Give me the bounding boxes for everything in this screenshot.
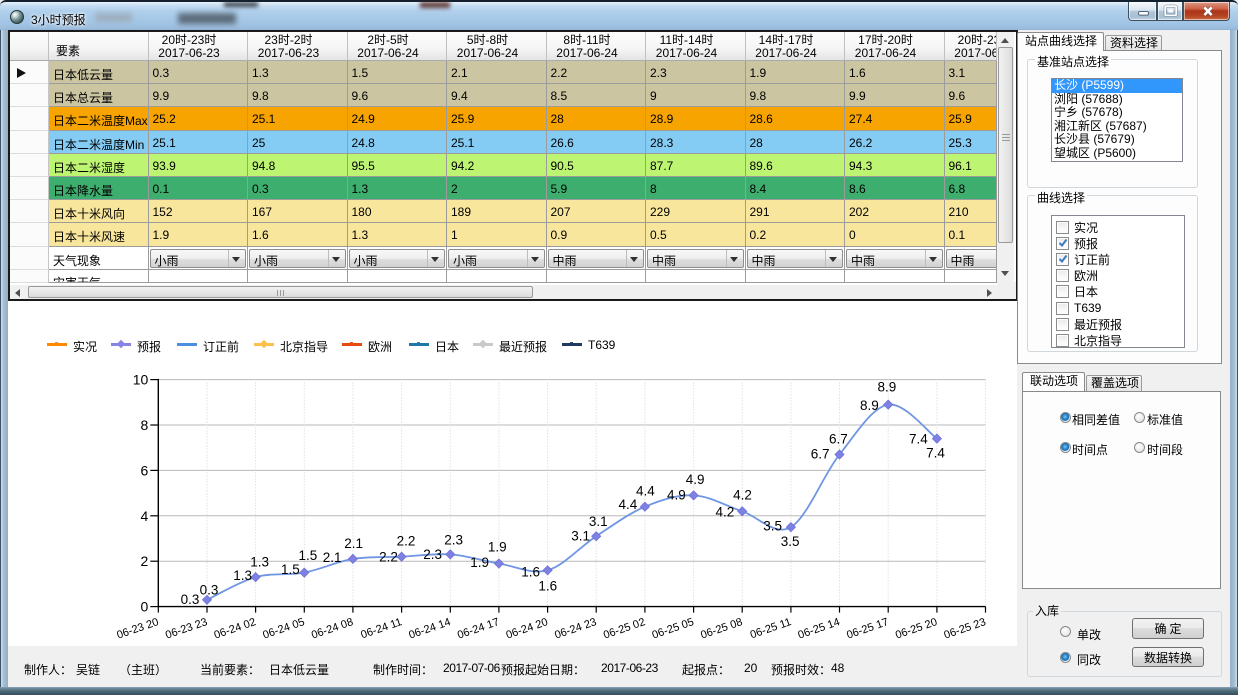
svg-text:7.4: 7.4	[909, 432, 928, 447]
svg-text:4: 4	[141, 508, 149, 524]
svg-text:06-23 20: 06-23 20	[115, 616, 160, 641]
svg-text:2.1: 2.1	[344, 536, 363, 551]
svg-text:06-24 11: 06-24 11	[359, 616, 403, 641]
svg-text:06-25 20: 06-25 20	[894, 616, 939, 641]
svg-text:7.4: 7.4	[926, 446, 945, 461]
svg-text:1.5: 1.5	[299, 548, 318, 563]
svg-text:8.9: 8.9	[878, 380, 897, 395]
svg-text:6: 6	[141, 462, 149, 478]
svg-text:2.3: 2.3	[444, 533, 463, 548]
svg-text:06-24 02: 06-24 02	[213, 616, 258, 641]
svg-text:3.5: 3.5	[763, 518, 782, 533]
svg-text:1.3: 1.3	[250, 555, 269, 570]
svg-text:06-25 14: 06-25 14	[796, 616, 841, 641]
svg-text:3.5: 3.5	[781, 534, 800, 549]
svg-text:6.7: 6.7	[829, 432, 848, 447]
svg-text:0.3: 0.3	[200, 582, 219, 597]
svg-text:1.3: 1.3	[233, 568, 252, 583]
svg-text:06-23 23: 06-23 23	[164, 616, 209, 641]
svg-text:1.6: 1.6	[538, 578, 557, 593]
svg-text:06-25 11: 06-25 11	[749, 616, 793, 641]
svg-text:06-24 17: 06-24 17	[456, 616, 501, 641]
svg-text:3.1: 3.1	[571, 529, 590, 544]
svg-text:06-25 05: 06-25 05	[651, 616, 696, 641]
svg-text:10: 10	[133, 372, 149, 388]
svg-text:4.2: 4.2	[733, 487, 752, 502]
svg-text:2.1: 2.1	[323, 550, 342, 565]
svg-text:2.3: 2.3	[423, 547, 442, 562]
svg-text:4.4: 4.4	[619, 497, 638, 512]
svg-text:06-24 14: 06-24 14	[407, 616, 452, 641]
svg-text:8.9: 8.9	[860, 398, 879, 413]
svg-text:06-25 17: 06-25 17	[845, 616, 890, 641]
svg-text:1.9: 1.9	[470, 555, 489, 570]
svg-text:06-25 02: 06-25 02	[602, 616, 647, 641]
svg-text:06-24 05: 06-24 05	[261, 616, 306, 641]
svg-text:1.5: 1.5	[281, 562, 300, 577]
svg-text:8: 8	[141, 417, 149, 433]
svg-text:06-24 08: 06-24 08	[310, 616, 355, 641]
svg-text:1.6: 1.6	[521, 565, 540, 580]
svg-text:4.2: 4.2	[716, 504, 735, 519]
svg-text:2.2: 2.2	[397, 533, 416, 548]
svg-text:0: 0	[141, 599, 149, 615]
svg-text:3.1: 3.1	[589, 514, 608, 529]
svg-text:06-25 08: 06-25 08	[699, 616, 744, 641]
svg-text:4.9: 4.9	[686, 472, 705, 487]
svg-text:6.7: 6.7	[811, 447, 830, 462]
svg-text:4.4: 4.4	[636, 483, 655, 498]
svg-text:2.2: 2.2	[379, 550, 398, 565]
svg-text:06-24 23: 06-24 23	[553, 616, 598, 641]
svg-text:06-25 23: 06-25 23	[942, 616, 987, 641]
svg-text:1.9: 1.9	[488, 539, 507, 554]
svg-text:06-24 20: 06-24 20	[505, 616, 550, 641]
svg-text:0.3: 0.3	[181, 592, 200, 607]
svg-text:4.9: 4.9	[667, 487, 686, 502]
svg-text:2: 2	[141, 553, 149, 569]
